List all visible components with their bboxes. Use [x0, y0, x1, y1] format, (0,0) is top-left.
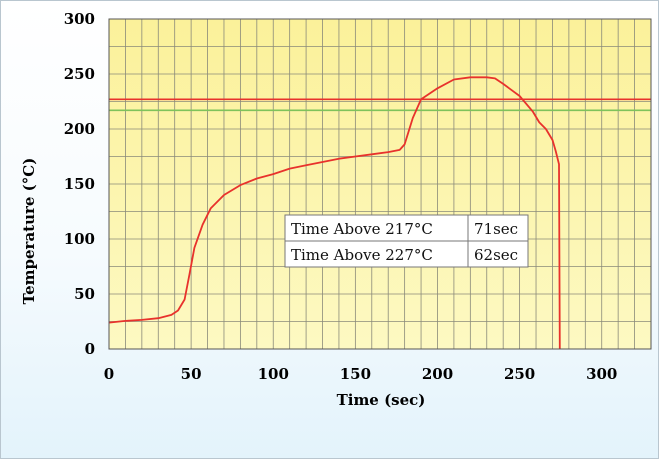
y-tick-label: 100: [64, 230, 95, 248]
plot-border: [108, 18, 652, 350]
y-tick-label: 0: [85, 340, 95, 358]
annotation-value-217: 71sec: [474, 220, 518, 238]
y-tick-label: 150: [64, 175, 95, 193]
x-axis-title: Time (sec): [337, 391, 426, 409]
y-tick-label: 250: [64, 65, 95, 83]
reference-lines: [109, 98, 651, 112]
x-tick-label: 50: [181, 365, 202, 383]
y-tick-label: 50: [74, 285, 95, 303]
annotation-value-227: 62sec: [474, 246, 518, 264]
annotation-label-217: Time Above 217°C: [291, 220, 433, 238]
annotation-label-227: Time Above 227°C: [291, 246, 433, 264]
x-tick-label: 250: [504, 365, 535, 383]
y-axis-title: Temperature (°C): [20, 158, 38, 305]
grid: [109, 19, 651, 349]
x-tick-label: 0: [104, 365, 114, 383]
x-tick-label: 100: [258, 365, 289, 383]
x-tick-labels: 0 50 100 150 200 250 300: [104, 365, 618, 383]
x-tick-label: 300: [586, 365, 617, 383]
annotation-table: Time Above 217°C 71sec Time Above 227°C …: [284, 214, 529, 268]
y-tick-labels: 0 50 100 150 200 250 300: [64, 10, 95, 358]
y-tick-label: 300: [64, 10, 95, 28]
x-tick-label: 200: [422, 365, 453, 383]
x-tick-label: 150: [340, 365, 371, 383]
series-line: [108, 76, 561, 350]
y-tick-label: 200: [64, 120, 95, 138]
